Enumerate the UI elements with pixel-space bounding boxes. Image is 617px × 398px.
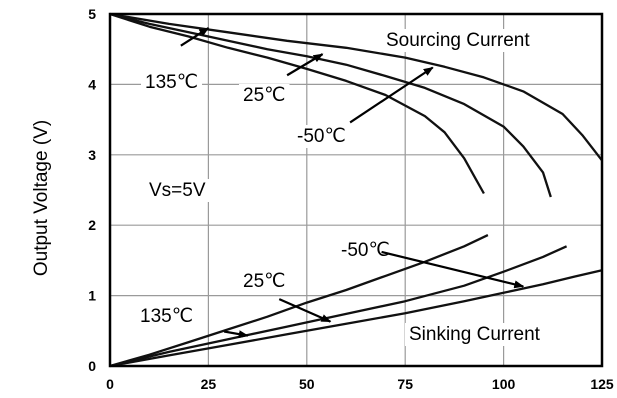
y-tick-label: 2 xyxy=(88,217,96,233)
annotation-background xyxy=(239,84,290,107)
annotation-backgrounds xyxy=(136,29,545,346)
annotation-background xyxy=(382,29,535,52)
x-tick-label: 50 xyxy=(299,376,315,392)
series-line xyxy=(109,269,603,368)
annotation-arrow xyxy=(349,66,434,124)
y-tick-label: 5 xyxy=(88,6,96,22)
series-line xyxy=(109,12,485,195)
annotation-background xyxy=(141,71,203,94)
sinking-current-label: Sinking Current xyxy=(409,324,541,345)
x-tick-label: 25 xyxy=(201,376,217,392)
annotation-background xyxy=(293,125,350,148)
sinking-135-label: 135℃ xyxy=(140,306,193,327)
annotation-arrow xyxy=(381,250,525,289)
series-line xyxy=(109,12,603,162)
sinking-minus50-label: -50℃ xyxy=(341,240,390,261)
tick-labels: 0 25 50 75 100 125 0 1 2 3 4 5 xyxy=(88,6,614,392)
plot-frame xyxy=(108,12,604,368)
annotation-arrow xyxy=(286,53,324,77)
supply-voltage-label: Vs=5V xyxy=(149,180,206,201)
grid-lines xyxy=(110,14,602,366)
series-line xyxy=(109,245,568,368)
sourcing-minus50-label: -50℃ xyxy=(297,126,346,147)
annotation-background xyxy=(145,179,210,202)
y-axis-label: Output Voltage (V) xyxy=(31,120,52,276)
y-tick-label: 3 xyxy=(88,147,96,163)
series-line xyxy=(109,234,489,368)
x-tick-label: 75 xyxy=(397,376,413,392)
annotation-arrow xyxy=(278,298,332,323)
annotation-background xyxy=(136,305,198,328)
annotation-arrows xyxy=(180,27,525,339)
x-tick-label: 0 xyxy=(106,376,114,392)
annotation-background xyxy=(405,323,545,346)
sourcing-135-label: 135℃ xyxy=(145,72,198,93)
x-tick-label: 125 xyxy=(590,376,614,392)
sourcing-25-label: 25℃ xyxy=(243,85,285,106)
y-tick-label: 1 xyxy=(88,288,96,304)
sourcing-current-label: Sourcing Current xyxy=(386,30,530,51)
sinking-25-label: 25℃ xyxy=(243,271,285,292)
x-tick-label: 100 xyxy=(492,376,516,392)
annotation-background xyxy=(337,239,394,262)
annotation-arrow xyxy=(180,27,210,47)
data-curves xyxy=(109,12,603,368)
annotation-arrow xyxy=(223,330,249,339)
annotation-background xyxy=(239,270,290,293)
y-tick-label: 0 xyxy=(88,358,96,374)
y-tick-label: 4 xyxy=(88,76,96,92)
series-line xyxy=(109,12,552,198)
